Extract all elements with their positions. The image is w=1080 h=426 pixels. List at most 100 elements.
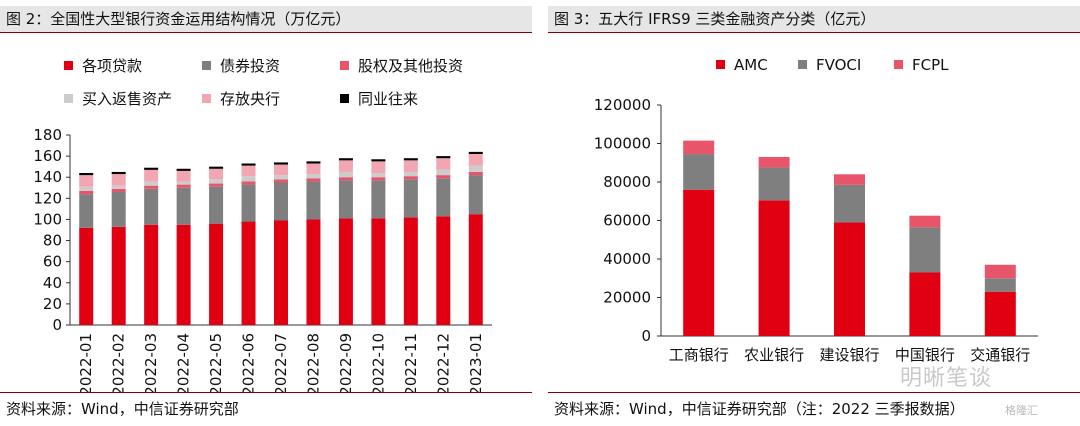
x-tick-label: 2022-02 <box>110 333 128 392</box>
legend-item: FCPL <box>894 56 949 74</box>
legend-label: 股权及其他投资 <box>358 57 464 75</box>
bar-segment <box>338 171 353 178</box>
bar-segment <box>274 179 288 183</box>
x-tick-label: 2022-05 <box>207 333 225 392</box>
bar-segment <box>79 227 94 325</box>
bar-segment <box>241 176 256 182</box>
bar-segment <box>984 264 1016 279</box>
bar-segment <box>371 173 386 178</box>
bar-segment <box>306 178 321 182</box>
x-tick-label: 建设银行 <box>819 346 879 364</box>
source-note: 资料来源：Wind，中信证券研究部（注：2022 三季报数据） <box>554 400 965 418</box>
bar-segment <box>209 179 224 184</box>
chart-title: 图 2：全国性大型银行资金运用结构情况（万亿元） <box>0 6 532 32</box>
watermark-sub: 格隆汇 <box>1005 404 1038 417</box>
x-tick-label: 2022-12 <box>434 333 452 392</box>
bar-segment <box>306 174 321 179</box>
watermark-text: 明晰笔谈 <box>900 366 993 391</box>
bar-segment <box>834 184 865 223</box>
bar-segment <box>468 154 483 166</box>
x-tick-label: 交通银行 <box>970 346 1030 364</box>
bar-segment <box>683 154 715 190</box>
bar-segment <box>209 166 224 169</box>
legend-label: FVOCI <box>816 56 862 74</box>
bar-segment <box>338 160 353 172</box>
legend-swatch <box>202 94 211 103</box>
bar-segment <box>209 223 224 325</box>
bar-segment <box>306 181 321 220</box>
bar-segment <box>403 179 418 218</box>
bar-segment <box>403 171 418 177</box>
bar-segment <box>111 185 126 189</box>
bar-segment <box>111 174 126 186</box>
bar-segment <box>436 216 451 325</box>
legend-label: 债券投资 <box>220 57 281 75</box>
legend-swatch <box>202 61 211 70</box>
bar-segment <box>338 158 353 161</box>
legend-swatch <box>340 61 349 70</box>
x-tick-label: 2022-06 <box>240 333 258 392</box>
x-tick-label: 2022-11 <box>402 333 420 392</box>
stacked-bar-chart: 0 20 40 60 80 100 120 140 160 180 2022-01 2022-02 20… <box>33 126 492 392</box>
bar-segment <box>176 170 191 182</box>
y-tick-label: 100000 <box>594 135 651 153</box>
bar-segment <box>468 171 483 176</box>
bar-segment <box>111 192 126 227</box>
bar-segment <box>371 218 386 325</box>
bar-segment <box>306 163 321 175</box>
x-tick-label: 2023-01 <box>467 333 485 392</box>
right-chart-panel: 图 3：五大行 IFRS9 三类金融资产分类（亿元） AMC FVOCI FCPL … <box>548 0 1080 426</box>
bar-segment <box>468 214 483 325</box>
bar-segment <box>909 215 941 228</box>
divider <box>0 32 532 33</box>
y-tick-label: 40 <box>43 274 62 292</box>
legend-item: 同业往来 <box>340 88 418 109</box>
y-tick-label: 60000 <box>603 212 651 230</box>
bar-segment <box>274 162 288 165</box>
bar-segment <box>436 178 451 217</box>
bar-segment <box>683 140 715 155</box>
legend-swatch <box>716 60 725 69</box>
bar-segment <box>758 167 790 201</box>
bar-segment <box>176 181 191 185</box>
stacked-bar-chart: 0 20000 40000 60000 80000 100000 120000 工商银行 农业银… <box>594 96 1038 364</box>
bar-segment <box>371 159 386 162</box>
bar-segment <box>209 183 224 187</box>
bar-segment <box>176 184 191 188</box>
bar-segment <box>468 165 483 172</box>
bar-segment <box>403 158 418 161</box>
y-tick-label: 80000 <box>603 173 651 191</box>
left-chart-panel: 图 2：全国性大型银行资金运用结构情况（万亿元） 各项贷款 债券投资 股权及其他投资… <box>0 0 532 426</box>
x-tick-label: 工商银行 <box>669 346 729 364</box>
bar-segment <box>274 220 288 325</box>
legend-label: 买入返售资产 <box>82 90 173 108</box>
y-tick-label: 0 <box>52 316 62 334</box>
legend-swatch <box>64 61 73 70</box>
y-tick-label: 160 <box>33 147 62 165</box>
bar-segment <box>111 226 126 325</box>
bar-segment <box>306 219 321 325</box>
bar-segment <box>274 164 288 176</box>
legend-item: 各项贷款 <box>64 55 142 76</box>
bar-segment <box>909 272 941 336</box>
bar-segment <box>371 161 386 173</box>
bar-segment <box>241 221 256 325</box>
y-tick-label: 20 <box>43 295 62 313</box>
legend-swatch <box>894 60 903 69</box>
y-tick-label: 60 <box>43 253 62 271</box>
y-tick-label: 20000 <box>603 289 651 307</box>
bar-segment <box>144 185 159 189</box>
divider <box>0 392 532 393</box>
bar-segment <box>176 224 191 325</box>
bar-segment <box>274 175 288 180</box>
bar-segment <box>436 169 451 176</box>
bar-segment <box>176 168 191 171</box>
bar-segment <box>111 171 126 175</box>
legend-item: 买入返售资产 <box>64 88 172 109</box>
bar-segment <box>436 156 451 159</box>
bar-segment <box>241 181 256 185</box>
bar-segment <box>274 182 288 221</box>
legend-item: 股权及其他投资 <box>340 55 463 76</box>
bar-segment <box>403 217 418 325</box>
chart-title: 图 3：五大行 IFRS9 三类金融资产分类（亿元） <box>548 6 1080 32</box>
